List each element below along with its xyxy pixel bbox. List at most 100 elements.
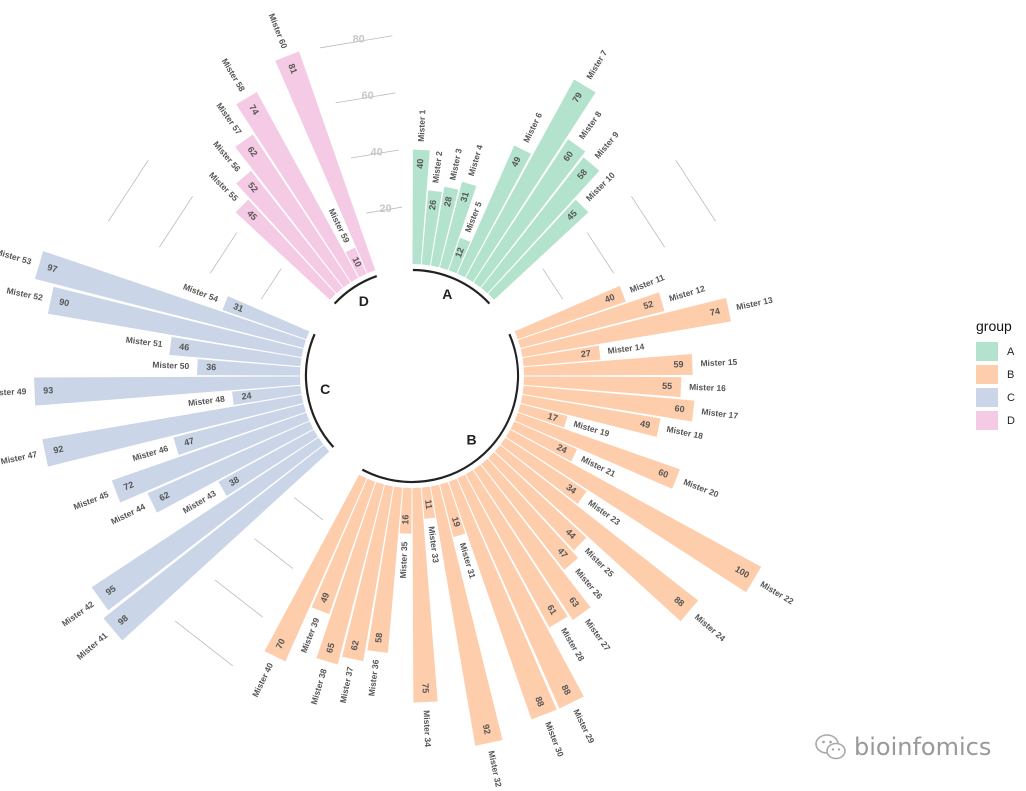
bar-mister-38	[316, 482, 385, 665]
bar-mister-23	[500, 437, 587, 504]
value-label: 61	[545, 603, 559, 617]
group-arcs: A B C D	[304, 268, 520, 484]
value-label: 31	[232, 301, 245, 314]
bar-mister-48	[232, 385, 302, 405]
bar-mister-7	[465, 79, 596, 282]
value-label: 36	[206, 362, 216, 372]
wechat-icon	[815, 734, 846, 760]
value-label: 92	[481, 723, 493, 735]
value-label: 72	[122, 479, 135, 492]
bar-mister-56	[236, 170, 343, 294]
bar-mister-11	[514, 285, 626, 340]
individual-label: Mister 41	[75, 630, 110, 662]
individual-label: Mister 49	[0, 386, 27, 398]
bar-mister-50	[197, 359, 301, 376]
bar-mister-6	[457, 145, 532, 278]
individual-label: Mister 46	[131, 443, 169, 463]
individual-label: Mister 33	[427, 526, 442, 564]
legend-label-b: B	[1007, 368, 1015, 381]
value-label: 58	[575, 167, 589, 181]
watermark-text: bioinfomics	[854, 733, 992, 761]
individual-label: Mister 29	[571, 707, 596, 745]
individual-label: Mister 52	[6, 285, 44, 302]
grid-segment	[320, 35, 393, 49]
bar-mister-8	[473, 139, 586, 288]
value-label: 62	[158, 490, 171, 503]
bar-mister-53	[34, 251, 306, 349]
individual-label: Mister 20	[682, 477, 720, 500]
bar-mister-60	[275, 51, 376, 274]
individual-label: Mister 47	[0, 449, 38, 466]
value-label: 95	[104, 583, 118, 597]
bar-mister-21	[510, 421, 578, 462]
grid-segment	[335, 92, 396, 104]
grid-segment	[586, 232, 615, 274]
value-label: 10	[350, 255, 363, 268]
bar-mister-2	[421, 190, 442, 266]
individual-label: Mister 18	[666, 424, 704, 441]
radial-tick-label: 60	[362, 90, 374, 102]
individual-label: Mister 38	[309, 667, 329, 705]
value-label: 28	[442, 196, 454, 208]
grid-segment	[209, 232, 238, 274]
bar-mister-58	[236, 92, 359, 282]
value-label: 24	[555, 442, 568, 455]
bar-mister-40	[264, 474, 367, 662]
bar-mister-36	[367, 486, 403, 653]
value-label: 12	[453, 246, 466, 259]
group-arc-c	[304, 333, 335, 448]
bar-mister-42	[91, 437, 324, 611]
grid-segment	[214, 579, 264, 618]
bar-mister-37	[342, 484, 394, 662]
individual-label: Mister 9	[592, 129, 621, 160]
watermark: bioinfomics	[814, 730, 991, 764]
individual-label: Mister 32	[486, 750, 503, 788]
individual-label: Mister 1	[416, 109, 427, 142]
individual-label: Mister 22	[759, 579, 796, 607]
legend-title: group	[976, 318, 1012, 334]
individual-label: Mister 13	[735, 295, 773, 312]
value-label: 34	[564, 482, 578, 496]
value-label: 98	[116, 613, 130, 627]
group-arc-a	[412, 268, 491, 305]
bar-mister-22	[506, 429, 762, 593]
value-label: 75	[420, 683, 430, 693]
value-label: 93	[43, 385, 53, 395]
individual-label: Mister 34	[422, 710, 434, 748]
value-label: 52	[642, 299, 654, 311]
value-label: 97	[46, 262, 58, 274]
individual-label: Mister 17	[701, 406, 739, 421]
group-label-c: C	[320, 381, 330, 397]
legend-label-d: D	[1007, 414, 1015, 427]
value-label: 17	[546, 411, 558, 423]
grid-segment	[294, 497, 324, 521]
value-label: 40	[603, 292, 616, 305]
value-label: 62	[349, 639, 361, 651]
value-label: 19	[450, 516, 462, 528]
individual-label: Mister 53	[0, 247, 33, 267]
individual-label: Mister 42	[60, 599, 96, 629]
bar-mister-31	[439, 482, 466, 538]
individual-label: Mister 35	[398, 541, 410, 579]
radial-grid-lines	[108, 35, 716, 667]
bar-mister-33	[421, 486, 436, 519]
individual-label: Mister 12	[668, 283, 706, 303]
grid-segment	[542, 268, 564, 300]
individual-label: Mister 36	[366, 659, 381, 697]
bar-mister-59	[345, 247, 367, 278]
bar-mister-44	[147, 421, 314, 513]
bar-mister-52	[47, 286, 304, 358]
group-label-d: D	[359, 293, 369, 309]
value-label: 16	[400, 514, 410, 524]
value-label: 40	[415, 159, 425, 169]
individual-label: Mister 3	[447, 147, 463, 181]
bar-mister-27	[473, 464, 591, 620]
value-label: 63	[567, 595, 581, 609]
individual-label: Mister 48	[188, 394, 226, 409]
bar-mister-16	[523, 376, 682, 398]
grid-segment	[174, 620, 233, 667]
bar-mister-17	[522, 385, 695, 422]
bar-mister-13	[520, 297, 731, 358]
legend: group A B C D	[976, 318, 1015, 432]
bars	[34, 51, 762, 746]
